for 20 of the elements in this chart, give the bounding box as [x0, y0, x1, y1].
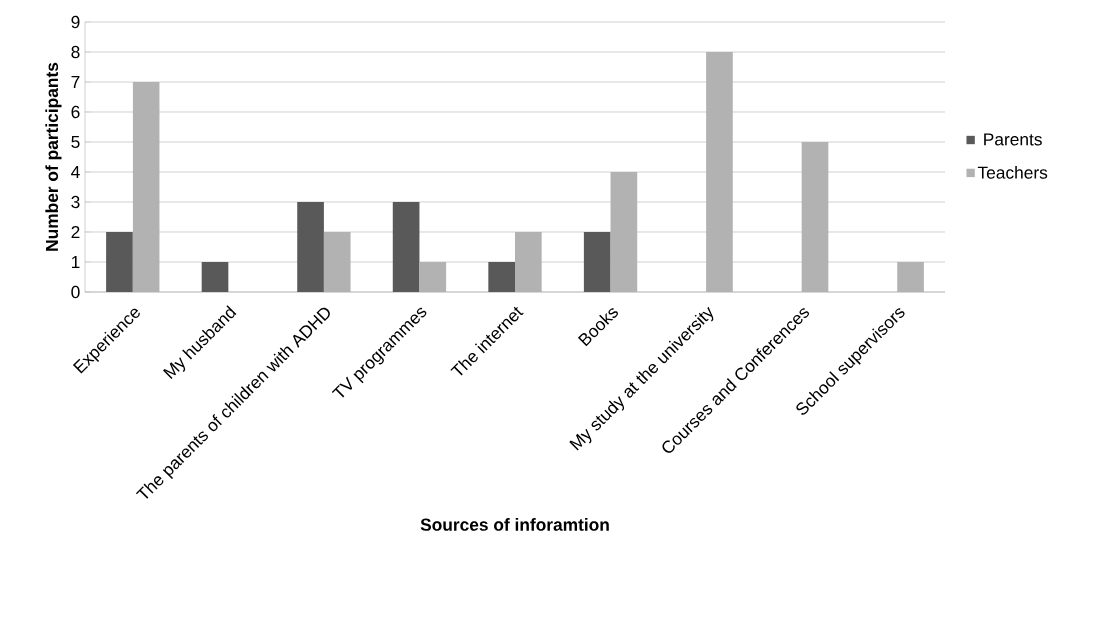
bar [583, 232, 611, 292]
bar [488, 261, 515, 292]
y-axis-title: Number of participants [45, 62, 62, 251]
y-tick-label: 9 [71, 15, 80, 29]
y-tick-label: 0 [71, 285, 80, 299]
legend-label: Parents [984, 133, 1042, 146]
legend-label: Teachers [977, 166, 1048, 179]
y-tick-label: 1 [71, 256, 80, 268]
y-tick-label: 8 [71, 45, 80, 59]
y-tick-label: 4 [71, 166, 80, 178]
y-tick-label: 5 [71, 135, 80, 149]
x-axis-title: Sources of inforamtion [420, 518, 609, 531]
y-tick-label: 2 [71, 225, 80, 239]
bar [297, 201, 324, 292]
y-tick-label: 7 [71, 76, 80, 88]
y-tick-label: 6 [71, 105, 80, 119]
y-tick-label: 3 [71, 195, 80, 209]
bar [392, 201, 420, 292]
bar [201, 261, 229, 292]
bar [106, 232, 133, 292]
